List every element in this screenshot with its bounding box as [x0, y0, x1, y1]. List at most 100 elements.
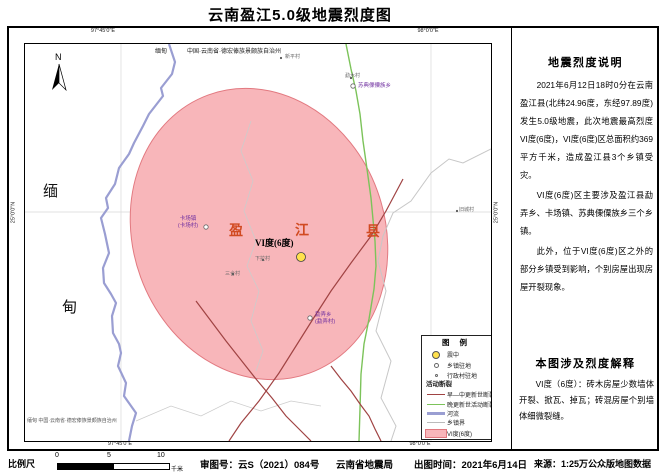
fault-late-pleistocene: [345, 44, 377, 441]
town-label-sudian: 苏典傈僳族乡: [358, 83, 392, 89]
town-marker-kachang: [203, 224, 209, 230]
fault-early-pleistocene-2: [195, 300, 312, 441]
myanmar-label-1: 缅: [43, 183, 59, 200]
fault-early-pleistocene-3: [330, 365, 382, 441]
section1-title: 地震烈度说明: [548, 57, 623, 69]
intensity-zone-vi: [129, 87, 389, 381]
town-marker-mengnong: [307, 315, 313, 321]
legend-label-fault-late: 晚更新世活动断裂: [447, 402, 492, 409]
scale-tick-5: 5: [107, 452, 111, 459]
county-label-jiang: 江: [295, 224, 309, 239]
river-icon: [425, 411, 447, 416]
legend-item-town: 乡镇驻地: [422, 360, 491, 370]
village-dot-xinping: [279, 56, 283, 60]
north-arrow-label: N: [55, 52, 62, 62]
town-marker-sudian: [350, 83, 356, 89]
page-title: 云南盈江5.0级地震烈度图: [208, 7, 392, 24]
section2-title: 本图涉及烈度解释: [535, 358, 636, 370]
boundary-icon: [425, 422, 447, 423]
town-seat-icon: [425, 362, 447, 368]
map-date: 出图时间：2021年6月14日: [414, 460, 527, 471]
scale-bar-empty: [113, 464, 169, 469]
town-label-mengnong-sub: (勐弄村): [315, 318, 336, 325]
legend-fault-header: 活动断裂: [426, 381, 452, 388]
village-label-mengmu: 勐木村: [345, 73, 361, 79]
legend-label-town: 乡镇驻地: [447, 363, 472, 370]
lon-label-bottom-left: 97°45'0"E: [107, 440, 133, 447]
intensity-explanation-section: 本图涉及烈度解释 VI度（6度）：砖木房屋少数墙体开裂、掀瓦、掉瓦；砖混房屋个别…: [512, 355, 659, 424]
legend-label-zone: VI度(6度): [447, 432, 473, 438]
village-label-xinping: 新平村: [285, 54, 301, 60]
legend-label-epicenter: 震中: [447, 353, 460, 359]
legend-item-fault-late: 晚更新世活动断裂: [422, 400, 491, 410]
intensity-zone-label: VI度(6度): [255, 238, 294, 248]
fault-early-pleistocene-1: [228, 178, 404, 441]
scale-unit: 千米: [171, 467, 184, 473]
legend-item-fault-early: 早—中更新世断裂: [422, 390, 491, 400]
paragraph-3: 此外，位于VI度(6度)区之外的部分乡镇受到影响，个别房屋出现房屋开裂现象。: [520, 246, 653, 292]
legend-item-epicenter: 震中: [422, 349, 491, 360]
village-label-sanhe: 三合村: [225, 271, 241, 277]
north-arrow-icon: [52, 64, 59, 90]
village-label-xiala: 下拉村: [255, 256, 271, 262]
map-review-number: 审图号：云S（2021）084号: [200, 460, 320, 471]
map-graphics: N: [25, 44, 491, 441]
county-boundary-line: [375, 148, 491, 441]
township-boundary-line-2: [135, 400, 322, 422]
county-label-xian: 县: [366, 225, 380, 240]
intensity-description-section: 地震烈度说明 2021年6月12日18时0分在云南盈江县(北纬24.96度，东经…: [512, 54, 659, 298]
legend-label-village: 行政村驻地: [447, 373, 478, 380]
village-dot-jiucheng: [455, 209, 459, 213]
scale-tick-0: 0: [55, 452, 59, 459]
legend-item-boundary: 乡镇界: [422, 418, 491, 427]
north-arrow-icon-right: [58, 63, 67, 92]
village-dot-xiala: [261, 258, 265, 262]
agency-name: 云南省地震局: [336, 460, 394, 471]
fault-early-icon: [425, 394, 447, 396]
epicenter-marker: [296, 252, 306, 262]
village-dot-mengmu: [349, 76, 353, 80]
fault-late-icon: [425, 403, 447, 405]
legend-title: 图 例: [441, 338, 472, 347]
scale-label: 比例尺: [8, 459, 36, 469]
county-label-ying: 盈: [229, 224, 243, 239]
border-annotation-china: 中国·云南省·德宏傣族景颇族自治州: [187, 49, 281, 55]
scale-bar-filled: [58, 464, 114, 469]
map-canvas: N 缅甸 中国·云南省·德宏傣族景颇族自治州 缅甸 中国·云南省·德宏傣族景颇族…: [24, 43, 492, 442]
paragraph-2: VI度(6度)区主要涉及盈江县勐弄乡、卡场镇、苏典傈僳族乡三个乡镇。: [520, 190, 653, 236]
epicenter-icon: [425, 350, 447, 359]
village-seat-icon: [425, 373, 447, 377]
border-annotation-bottom: 缅甸 中国·云南省·德宏傣族景颇族自治州: [27, 418, 117, 424]
village-label-jiucheng: 旧城村: [459, 207, 475, 213]
town-label-mengnong-name: 勐弄乡: [315, 312, 332, 318]
town-label-mengnong: 勐弄乡 (勐弄村): [315, 312, 335, 325]
town-label-kachang-sub: (卡场村): [177, 222, 199, 229]
myanmar-label-2: 甸: [62, 299, 78, 316]
lat-label-left: 25°0'0"N: [10, 201, 17, 224]
data-source: 来源：1:25万公众版地图数据: [534, 459, 652, 469]
legend-item-river: 河流: [422, 409, 491, 418]
lat-label-right: 25°0'0"N: [493, 201, 500, 224]
section1-body: 2021年6月12日18时0分在云南盈江县(北纬24.96度，东经97.89度)…: [520, 76, 653, 296]
lon-label-top-right: 98°0'0"E: [417, 27, 439, 34]
border-river: [99, 44, 177, 441]
scale-bar: [57, 463, 170, 470]
legend-item-zone: VI度(6度): [422, 427, 491, 440]
town-label-kachang: 卡场镇 (卡场村): [171, 216, 205, 229]
scale-tick-10: 10: [157, 452, 165, 459]
lon-label-bottom-right: 98°0'0"E: [409, 440, 431, 447]
intensity-zone-icon: [425, 429, 447, 438]
border-annotation-myanmar: 缅甸: [155, 49, 168, 55]
paragraph-1: 2021年6月12日18时0分在云南盈江县(北纬24.96度，东经97.89度)…: [520, 80, 653, 180]
right-panel: 地震烈度说明 2021年6月12日18时0分在云南盈江县(北纬24.96度，东经…: [511, 26, 659, 451]
legend-label-boundary: 乡镇界: [447, 421, 466, 427]
legend-label-river: 河流: [447, 412, 460, 418]
outer-frame: [7, 26, 659, 451]
legend-item-village: 行政村驻地: [422, 370, 491, 380]
village-dot-sanhe: [231, 272, 235, 276]
township-boundary-line-1: [240, 120, 264, 372]
legend-box: 图 例 震中 乡镇驻地 行政村驻地 活动断裂 早—中更新世断裂 晚更新世活动断裂: [421, 335, 491, 440]
section2-body: VI度（6度）：砖木房屋少数墙体开裂、掀瓦、掉瓦；砖混房屋个别墙体细微裂缝。: [519, 379, 654, 421]
lon-label-top-left: 97°45'0"E: [90, 27, 116, 34]
